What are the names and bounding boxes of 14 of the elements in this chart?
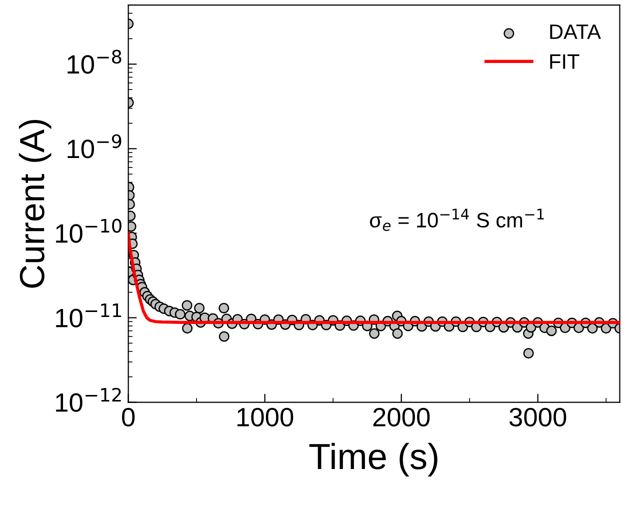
x-axis-title: Time (s) (309, 442, 438, 476)
y-tick-label: 10$^{−9}$ (68, 134, 122, 158)
x-tick-label: 3000 (509, 408, 566, 427)
y-tick-label: 10$^{−12}$ (56, 388, 121, 412)
x-tick-label: 0 (122, 408, 135, 427)
y-tick-label: 10$^{−10}$ (56, 218, 122, 243)
y-axis-title: Current (A) (18, 120, 52, 288)
y-tick-label: 10$^{−11}$ (56, 304, 121, 328)
x-tick-label: 1000 (237, 408, 294, 427)
x-tick-label: 2000 (373, 408, 430, 427)
legend-label: DATA (550, 24, 601, 39)
y-tick-label: 10$^{−8}$ (68, 50, 122, 74)
annotation: σ$_{e}$ = 10$^{−14}$ S cm$^{−1}$ (370, 208, 544, 231)
legend-label: FIT (550, 54, 580, 69)
